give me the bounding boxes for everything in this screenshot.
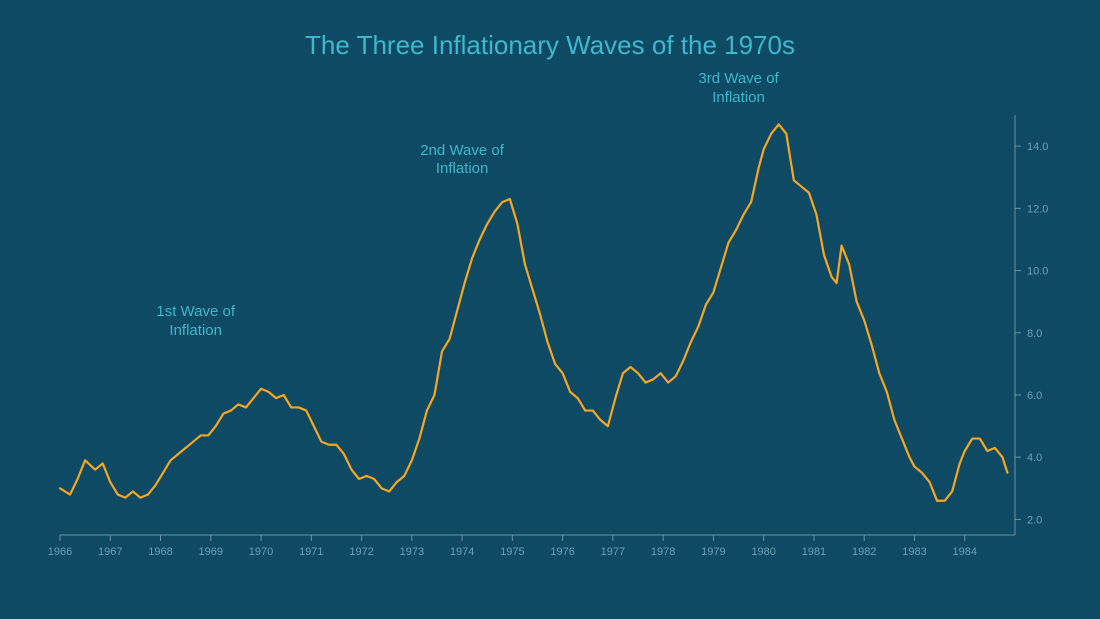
- annotation-wave3: 3rd Wave of Inflation: [679, 70, 799, 108]
- x-tick-label: 1973: [400, 546, 424, 558]
- x-tick-label: 1978: [651, 546, 675, 558]
- y-tick-label: 2.0: [1027, 514, 1042, 526]
- chart-title: The Three Inflationary Waves of the 1970…: [0, 30, 1100, 61]
- x-tick-label: 1976: [550, 546, 574, 558]
- x-tick-label: 1982: [852, 546, 876, 558]
- x-tick-label: 1969: [199, 546, 223, 558]
- x-tick-label: 1980: [751, 546, 775, 558]
- y-tick-label: 4.0: [1027, 452, 1042, 464]
- x-tick-label: 1981: [802, 546, 826, 558]
- x-tick-label: 1974: [450, 546, 474, 558]
- y-tick-label: 8.0: [1027, 328, 1042, 340]
- y-tick-label: 14.0: [1027, 141, 1048, 153]
- x-tick-label: 1979: [701, 546, 725, 558]
- x-tick-label: 1966: [48, 546, 72, 558]
- x-tick-label: 1972: [349, 546, 373, 558]
- x-tick-label: 1983: [902, 546, 926, 558]
- y-tick-label: 6.0: [1027, 390, 1042, 402]
- x-tick-label: 1984: [952, 546, 976, 558]
- annotation-wave2: 2nd Wave of Inflation: [402, 142, 522, 180]
- x-tick-label: 1975: [500, 546, 524, 558]
- x-tick-label: 1967: [98, 546, 122, 558]
- inflation-chart: 1966 1967 1968 1969 1970 1971 1972 1973 1974 1975…: [0, 0, 1100, 619]
- x-tick-label: 1977: [601, 546, 625, 558]
- y-tick-label: 12.0: [1027, 203, 1048, 215]
- x-tick-label: 1970: [249, 546, 273, 558]
- y-tick-label: 10.0: [1027, 266, 1048, 278]
- x-tick-label: 1971: [299, 546, 323, 558]
- annotation-wave1: 1st Wave of Inflation: [136, 303, 256, 341]
- x-tick-label: 1968: [148, 546, 172, 558]
